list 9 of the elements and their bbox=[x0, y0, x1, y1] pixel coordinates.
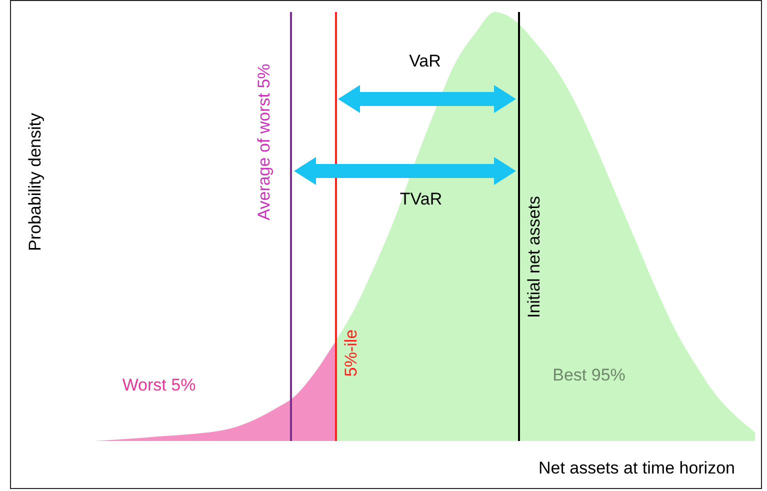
text: Worst 5% bbox=[122, 376, 196, 395]
annotation: Initial net assets bbox=[524, 196, 544, 318]
y-axis-title: Probability density bbox=[26, 112, 45, 251]
x-axis-title: Net assets at time horizon bbox=[538, 458, 735, 478]
annotation: VaR bbox=[409, 52, 441, 71]
series-label: Best 95% bbox=[552, 366, 626, 385]
annotation: 5%-ile bbox=[342, 329, 361, 377]
annotation: Average of worst 5% bbox=[254, 64, 274, 220]
annotation: TVaR bbox=[400, 190, 442, 209]
